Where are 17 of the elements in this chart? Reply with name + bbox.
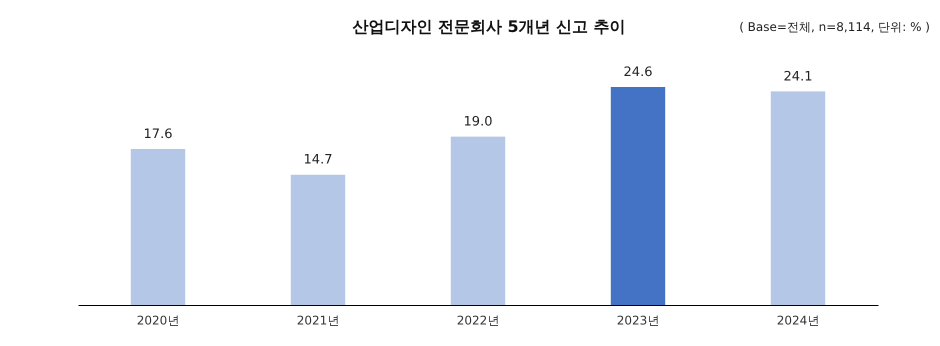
bar xyxy=(290,174,346,305)
bar xyxy=(610,87,666,305)
bar xyxy=(450,136,506,305)
data-label: 24.1 xyxy=(784,69,812,84)
bar xyxy=(130,149,186,305)
data-label: 24.6 xyxy=(624,65,652,80)
x-tick-label: 2020년 xyxy=(136,314,180,328)
bar xyxy=(770,91,826,305)
data-label: 14.7 xyxy=(304,152,332,168)
text: ( Base=전체, n=8,114, 단위: % ) xyxy=(739,20,930,34)
x-tick-label: 2024년 xyxy=(776,314,820,328)
x-tick-label: 2022년 xyxy=(456,314,500,328)
x-tick-label: 2021년 xyxy=(296,314,340,328)
x-tick-label: 2023년 xyxy=(616,314,660,328)
data-label: 17.6 xyxy=(144,127,172,142)
chart-title: 산업디자인 전문회사 5개년 신고 추이 xyxy=(352,17,626,36)
data-label: 19.0 xyxy=(464,114,492,130)
